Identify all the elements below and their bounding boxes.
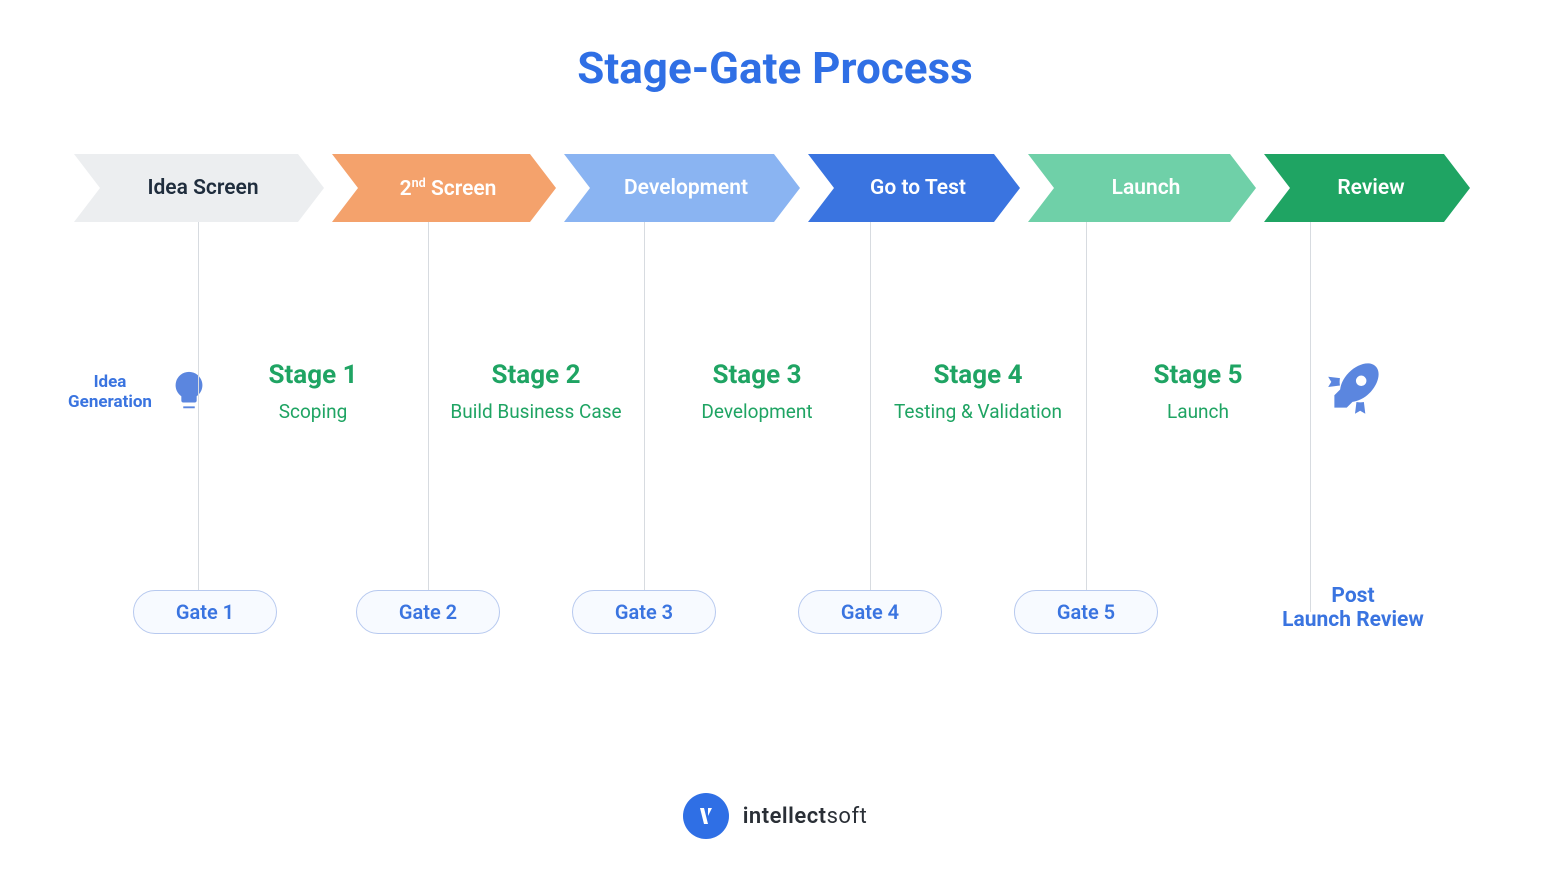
post-launch-line1: Post (1238, 584, 1468, 608)
divider-line-3 (870, 222, 871, 612)
gate-4: Gate 4 (798, 590, 942, 634)
gate-2-label: Gate 2 (399, 600, 457, 624)
post-launch-review-label: Post Launch Review (1238, 584, 1468, 632)
stage-1-subtitle: Scoping (213, 400, 413, 423)
divider-line-0 (198, 222, 199, 612)
gate-1-label: Gate 1 (176, 600, 234, 624)
intellectsoft-logo-icon (683, 793, 729, 839)
stage-5-title: Stage 5 (1098, 360, 1298, 390)
idea-generation-label: Idea Generation (58, 372, 162, 412)
stage-5-subtitle: Launch (1098, 400, 1298, 423)
stage-3-title: Stage 3 (657, 360, 857, 390)
gate-3-label: Gate 3 (615, 600, 673, 624)
chevron-2-label: Development (616, 176, 748, 200)
footer-text-suffix: soft (827, 804, 868, 829)
divider-line-5 (1310, 222, 1311, 612)
gate-1: Gate 1 (133, 590, 277, 634)
chevron-5-label: Review (1329, 176, 1404, 200)
chevron-4: Launch (1028, 154, 1256, 222)
chevron-0-label: Idea Screen (139, 176, 258, 200)
stage-4-title: Stage 4 (878, 360, 1078, 390)
stage-block-5: Stage 5 Launch (1098, 360, 1298, 423)
footer-brand: intellectsoft (0, 793, 1550, 839)
gate-5: Gate 5 (1014, 590, 1158, 634)
stage-2-title: Stage 2 (436, 360, 636, 390)
idea-generation-text: Idea Generation (68, 372, 152, 412)
chevron-1-label: 2nd Screen (392, 176, 497, 201)
stage-3-subtitle: Development (657, 400, 857, 423)
post-launch-line2: Launch Review (1238, 608, 1468, 632)
gate-5-label: Gate 5 (1057, 600, 1115, 624)
gate-2: Gate 2 (356, 590, 500, 634)
chevron-5: Review (1264, 154, 1470, 222)
chevron-1: 2nd Screen (332, 154, 556, 222)
stage-block-2: Stage 2 Build Business Case (436, 360, 636, 423)
divider-line-4 (1086, 222, 1087, 612)
stage-block-4: Stage 4 Testing & Validation (878, 360, 1078, 423)
stage-4-subtitle: Testing & Validation (878, 400, 1078, 423)
gate-4-label: Gate 4 (841, 600, 899, 624)
columns-area: Idea Generation Post Launch Review Stage… (0, 222, 1550, 642)
lightbulb-icon (166, 368, 212, 414)
chevron-2: Development (564, 154, 800, 222)
stage-block-1: Stage 1 Scoping (213, 360, 413, 423)
diagram-title: Stage-Gate Process (0, 42, 1550, 94)
divider-line-1 (428, 222, 429, 612)
footer-text-prefix: intellect (743, 804, 827, 829)
divider-line-2 (644, 222, 645, 612)
chevron-row: Idea Screen 2nd Screen Development Go to Te… (0, 154, 1550, 222)
chevron-4-label: Launch (1104, 176, 1181, 200)
stage-1-title: Stage 1 (213, 360, 413, 390)
stage-block-3: Stage 3 Development (657, 360, 857, 423)
chevron-3-label: Go to Test (862, 176, 966, 200)
rocket-icon (1320, 352, 1390, 422)
chevron-0: Idea Screen (74, 154, 324, 222)
footer-brand-text: intellectsoft (743, 804, 868, 829)
gate-3: Gate 3 (572, 590, 716, 634)
chevron-3: Go to Test (808, 154, 1020, 222)
stage-2-subtitle: Build Business Case (436, 400, 636, 423)
